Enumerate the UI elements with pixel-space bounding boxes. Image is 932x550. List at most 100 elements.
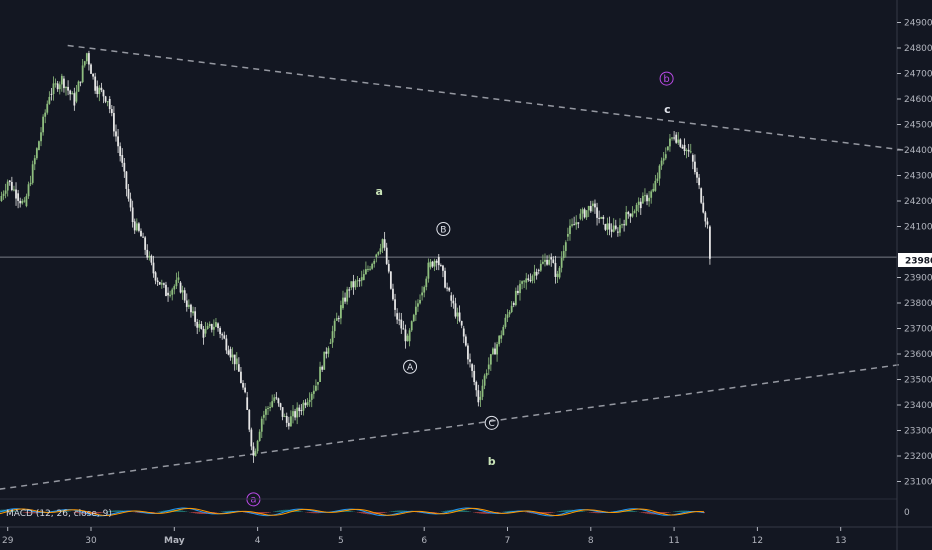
candle-body	[144, 237, 147, 250]
price-axis[interactable]: 23100 23200 23300 23400 23500 23600 23700 23800…	[897, 19, 932, 488]
candle-body	[367, 268, 369, 270]
candle-body	[337, 318, 340, 320]
price-tick-label: 23400	[904, 401, 932, 411]
candle-body	[573, 224, 576, 226]
candle-body	[658, 165, 661, 179]
candle-body	[13, 189, 15, 191]
candle-body	[279, 403, 282, 408]
candle-body	[169, 294, 172, 296]
candle-body	[402, 328, 405, 330]
candle-body	[219, 328, 222, 335]
candle-body	[204, 328, 207, 334]
candle-body	[81, 65, 84, 83]
candle-body	[664, 154, 667, 159]
candle-body	[610, 229, 613, 232]
candle-body	[304, 402, 307, 406]
candle-body	[315, 385, 317, 391]
candle-body	[442, 265, 444, 271]
candle-body	[4, 190, 7, 194]
candle-body	[698, 177, 700, 186]
candle-body	[133, 221, 136, 231]
candle-body	[691, 155, 694, 162]
candle-body	[619, 225, 621, 233]
candle-body	[283, 416, 286, 418]
wave-label: B	[440, 225, 446, 235]
candle-body	[190, 304, 192, 313]
candle-body	[198, 324, 201, 328]
price-tick-label: 23900	[904, 274, 932, 284]
candle-body	[417, 303, 419, 307]
candle-body	[589, 205, 592, 212]
candle-body	[140, 230, 142, 237]
candle-body	[71, 93, 74, 95]
candle-body	[539, 263, 542, 271]
candle-body	[88, 53, 90, 65]
candle-body	[165, 284, 167, 296]
candle-body	[419, 299, 421, 304]
candle-body	[235, 358, 238, 365]
candle-body	[489, 354, 492, 365]
candle-body	[256, 440, 259, 452]
candle-body	[200, 324, 203, 329]
candle-body	[33, 158, 36, 165]
candle-body	[525, 278, 528, 283]
candle-body	[431, 261, 434, 267]
candle-body	[446, 287, 449, 289]
candle-body	[175, 279, 178, 287]
candle-body	[271, 401, 274, 407]
candle-body	[292, 411, 294, 417]
candle-body	[346, 289, 349, 302]
candle-body	[544, 259, 546, 262]
candle-body	[369, 268, 371, 270]
wave-label-circle	[659, 71, 674, 86]
candle-body	[608, 223, 611, 230]
candle-body	[648, 197, 651, 202]
candle-body	[675, 134, 678, 143]
time-tick-label: 7	[505, 536, 511, 546]
candle-body	[454, 303, 457, 317]
candle-body	[23, 200, 26, 202]
candle-body	[377, 251, 380, 255]
candle-body	[348, 289, 351, 291]
candle-body	[677, 139, 680, 143]
candle-body	[687, 149, 690, 152]
candle-body	[117, 136, 119, 147]
candle-body	[521, 281, 523, 284]
candle-body	[700, 188, 703, 203]
candle-body	[2, 193, 5, 197]
wave-label: C	[489, 419, 495, 429]
candle-body	[192, 311, 194, 314]
candle-body	[550, 257, 553, 260]
price-tick-label: 23500	[904, 376, 932, 386]
candle-body	[306, 402, 309, 406]
wave-label: b	[663, 74, 669, 85]
candle-body	[344, 297, 346, 302]
candle-body	[591, 203, 594, 207]
candle-body	[310, 393, 313, 400]
candle-body	[483, 375, 486, 386]
candle-body	[79, 81, 82, 83]
candle-body	[364, 269, 367, 275]
candle-body	[127, 188, 130, 199]
candle-body	[494, 348, 496, 355]
candle-body	[464, 336, 467, 346]
candle-body	[162, 283, 165, 285]
candle-body	[612, 225, 615, 232]
candle-body	[137, 223, 140, 231]
candle-body	[173, 286, 176, 290]
candle-body	[625, 212, 628, 226]
candle-body	[448, 288, 451, 291]
candle-body	[90, 64, 92, 74]
wave-label: A	[407, 363, 414, 373]
candle-body	[63, 78, 65, 89]
candle-body	[325, 351, 328, 354]
candle-body	[152, 262, 155, 274]
candle-body	[477, 390, 480, 403]
time-axis[interactable]: 29 30 May 4 5 6 7 8 11 12 13	[2, 527, 846, 546]
candle-body	[510, 305, 513, 312]
candle-body	[681, 146, 684, 149]
time-tick-label: 13	[835, 536, 846, 546]
candle-body	[229, 348, 232, 358]
